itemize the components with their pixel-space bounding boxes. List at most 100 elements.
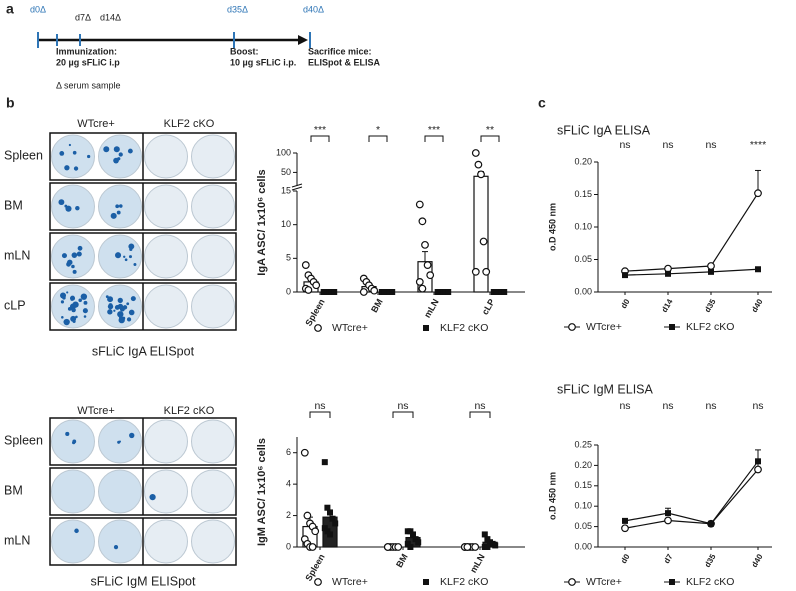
data-marker [755, 266, 761, 273]
chart-title: sFLiC IgM ELISA [557, 382, 654, 396]
elispot-spot [113, 545, 119, 550]
data-marker [754, 465, 762, 474]
sig-bracket [310, 135, 330, 142]
y-tick-label: 6 [286, 447, 291, 457]
data-point [418, 217, 427, 226]
elispot-spot [64, 165, 70, 171]
legend-marker [314, 578, 322, 586]
sig-label: ns [705, 400, 716, 412]
legend-marker [669, 324, 675, 330]
elispot-spot [83, 315, 87, 318]
elispot-spot [61, 253, 67, 259]
elispot-well [144, 519, 188, 564]
series-line [624, 460, 759, 525]
elispot-spot [128, 243, 135, 250]
elispot-spot [149, 494, 156, 501]
sig-label: *** [428, 124, 440, 136]
data-marker [755, 458, 761, 465]
elispot-spot [124, 258, 128, 262]
elispot-row: mLN [4, 248, 30, 262]
panel-label: a [6, 1, 14, 17]
elispot-spot [129, 247, 133, 252]
elispot-spot [117, 297, 123, 303]
data-point [407, 528, 414, 535]
sig-bracket [392, 411, 414, 418]
elispot-well [144, 184, 188, 229]
data-point [415, 539, 422, 546]
elispot-spot [59, 151, 65, 156]
sig-label: ns [752, 400, 763, 412]
x-tick-label: d40 [750, 297, 765, 314]
y-tick-label: 0.00 [574, 541, 592, 551]
elispot-well [144, 284, 188, 329]
y-tick-label: 0.10 [574, 501, 592, 511]
elispot-spot [129, 432, 135, 439]
data-point [426, 271, 435, 280]
legend-marker [568, 578, 576, 586]
y-tick-label: 0.05 [574, 521, 592, 531]
x-tick-label: d35 [703, 297, 718, 314]
elispot-well [144, 234, 188, 279]
elispot-spot [110, 212, 117, 219]
y-tick-label: 50 [281, 167, 291, 177]
data-point [471, 149, 480, 157]
elispot-title: sFLiC IgM ELISpot [91, 574, 196, 588]
legend-marker [423, 579, 429, 585]
elispot-spot [60, 300, 64, 304]
y-tick-label: 5 [286, 253, 291, 263]
data-marker [665, 270, 671, 277]
y-tick-label: 15 [281, 185, 291, 195]
elispot-spot [72, 269, 77, 274]
elispot-spot [105, 295, 109, 299]
elispot-well [191, 284, 235, 329]
elispot-spot [120, 306, 125, 312]
elispot-spot [117, 440, 121, 444]
timeline-ticks [37, 32, 311, 48]
data-point [423, 261, 432, 269]
elispot-spot [128, 309, 135, 316]
sig-label: ns [619, 139, 630, 151]
elispot-spot [64, 204, 68, 208]
data-point [484, 536, 491, 543]
elispot-spot [74, 528, 79, 534]
timeline-note: 20 µg sFLiC i.p [56, 57, 120, 67]
sig-label: *** [314, 124, 326, 136]
data-point [471, 267, 480, 276]
x-tick-label: cLP [480, 297, 497, 316]
legend-label: WTcre+ [332, 576, 368, 588]
elispot-column: KLF2 cKO [164, 118, 215, 130]
data-point [324, 528, 331, 535]
y-tick-label: 0.20 [574, 156, 592, 166]
y-tick-label: 0 [286, 541, 291, 551]
y-axis-label: o.D 450 nm [547, 203, 557, 251]
elispot-well [98, 519, 142, 564]
elispot-spot [75, 315, 78, 319]
sig-label: **** [750, 139, 766, 151]
data-point [410, 531, 416, 538]
data-point [301, 261, 310, 269]
elispot-well [51, 469, 95, 514]
elispot-spot [71, 264, 75, 269]
y-tick-label: 0.25 [574, 439, 592, 449]
data-marker [622, 272, 628, 279]
data-marker [708, 520, 714, 527]
elispot-well [51, 184, 95, 229]
y-tick-label: 4 [286, 479, 291, 489]
data-point [331, 289, 338, 295]
elispot-spot [63, 318, 70, 326]
data-point [370, 286, 379, 295]
axis-break [291, 186, 303, 191]
data-point [311, 527, 320, 536]
data-point [415, 200, 424, 209]
x-tick-label: d0 [619, 552, 632, 565]
elispot-row: cLP [4, 298, 26, 312]
data-point [492, 542, 499, 549]
data-point [304, 286, 313, 294]
elispot-spot [65, 431, 70, 437]
x-tick-label: d0 [619, 297, 632, 310]
data-point [321, 525, 328, 532]
data-marker [754, 189, 762, 198]
data-point [471, 543, 480, 551]
x-tick-label: BM [394, 552, 410, 569]
elispot-spot [68, 143, 72, 147]
